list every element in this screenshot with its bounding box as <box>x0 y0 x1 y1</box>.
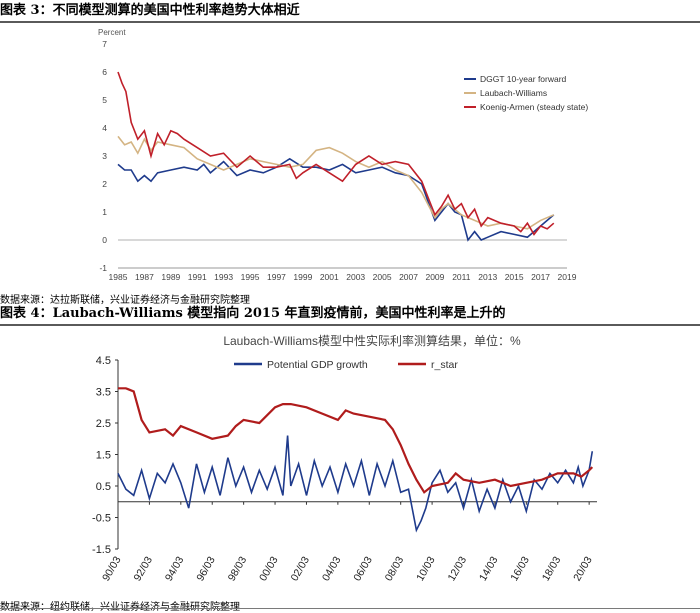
chart-1: Percent -1 0 1 2 3 4 5 6 7 1985 1987 1989 1991 1993 199… <box>98 28 588 282</box>
y-tick-label: 7 <box>102 39 107 49</box>
y-tick-label: 3.5 <box>96 387 111 399</box>
legend-label-r-star: r_star <box>431 359 458 371</box>
x-tick-label: 2003 <box>346 272 365 282</box>
figure-1-title: 图表 3：不同模型测算的美国中性利率趋势大体相近 <box>0 0 700 23</box>
y-tick-label: 0 <box>102 235 107 245</box>
y-tick-label: 2 <box>102 179 107 189</box>
y-tick-label: 1 <box>102 207 107 217</box>
chart-2: Laubach-Williams模型中性实际利率测算结果，单位：% Potenti… <box>92 333 597 583</box>
x-tick-label: 92/03 <box>131 554 155 583</box>
figure-2-source: 数据来源：纽约联储，兴业证券经济与金融研究院整理 <box>0 598 240 613</box>
bottom-rule <box>0 608 700 609</box>
series-line-laubach-williams <box>117 135 555 230</box>
x-tick-label: 16/03 <box>508 554 532 583</box>
y-tick-label: -1.5 <box>92 544 111 556</box>
x-tick-label: 1999 <box>293 272 312 282</box>
y-tick-label: -1 <box>99 263 107 273</box>
x-tick-label: 94/03 <box>163 554 187 583</box>
y-tick-label: 0.5 <box>96 481 111 493</box>
y-axis-label: Percent <box>98 28 126 37</box>
legend-label-potential-gdp-growth: Potential GDP growth <box>267 359 368 371</box>
legend-label-laubach-williams: Laubach-Williams <box>480 88 547 98</box>
x-tick-label: 2009 <box>425 272 444 282</box>
y-tick-label: 1.5 <box>96 450 111 462</box>
y-tick-label: -0.5 <box>92 513 111 525</box>
x-tick-label: 1985 <box>109 272 128 282</box>
y-tick-label: 5 <box>102 95 107 105</box>
x-tick-label: 2017 <box>531 272 550 282</box>
x-tick-label: 1997 <box>267 272 286 282</box>
legend-label-koenig-armen-steady-state: Koenig-Armen (steady state) <box>480 102 588 112</box>
x-tick-label: 90/03 <box>100 554 124 583</box>
x-tick-label: 14/03 <box>477 554 501 583</box>
series-line-potential-gdp-growth <box>117 435 594 533</box>
x-tick-label: 2001 <box>320 272 339 282</box>
y-tick-label: 4 <box>102 123 107 133</box>
x-tick-label: 20/03 <box>571 554 595 583</box>
x-tick-label: 2019 <box>558 272 577 282</box>
chart-2-title: Laubach-Williams模型中性实际利率测算结果，单位：% <box>223 333 521 348</box>
figure-1-source: 数据来源：达拉斯联储，兴业证券经济与金融研究院整理 <box>0 295 250 306</box>
x-tick-label: 10/03 <box>414 554 438 583</box>
legend-label-dggt-10-year-forward: DGGT 10-year forward <box>480 74 567 84</box>
series-line-dggt-10-year-forward <box>117 157 555 242</box>
x-tick-label: 1987 <box>135 272 154 282</box>
x-tick-label: 96/03 <box>194 554 218 583</box>
y-tick-label: 3 <box>102 151 107 161</box>
x-tick-label: 06/03 <box>351 554 375 583</box>
series-line-koenig-armen-steady-state <box>117 71 555 236</box>
x-tick-label: 08/03 <box>383 554 407 583</box>
x-tick-label: 12/03 <box>446 554 470 583</box>
x-tick-label: 1989 <box>161 272 180 282</box>
x-tick-label: 00/03 <box>257 554 281 583</box>
x-tick-label: 2005 <box>373 272 392 282</box>
x-tick-label: 1995 <box>241 272 260 282</box>
y-tick-label: 4.5 <box>96 355 111 367</box>
x-tick-label: 98/03 <box>226 554 250 583</box>
x-tick-label: 2013 <box>478 272 497 282</box>
figure-2-title: 图表 4：Laubach-Williams 模型指向 2015 年直到疫情前，美… <box>0 303 700 326</box>
x-tick-label: 04/03 <box>320 554 344 583</box>
y-tick-label: 6 <box>102 67 107 77</box>
x-tick-label: 2011 <box>452 272 471 282</box>
x-tick-label: 18/03 <box>540 554 564 583</box>
y-tick-label: 2.5 <box>96 418 111 430</box>
x-tick-label: 2007 <box>399 272 418 282</box>
x-tick-label: 02/03 <box>289 554 313 583</box>
x-tick-label: 1991 <box>188 272 207 282</box>
x-tick-label: 1993 <box>214 272 233 282</box>
x-tick-label: 2015 <box>505 272 524 282</box>
series-line-r-star <box>118 387 594 494</box>
